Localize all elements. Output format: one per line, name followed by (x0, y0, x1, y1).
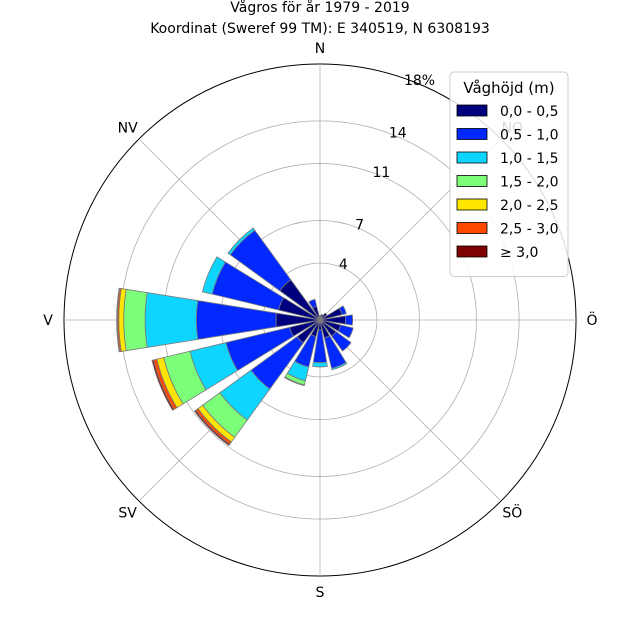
direction-label: SV (118, 505, 137, 521)
legend-label: ≥ 3,0 (500, 245, 538, 261)
polar-grid-spoke (319, 319, 502, 502)
rose-bar-segment (144, 292, 199, 348)
radial-tick-label: 7 (355, 217, 364, 233)
direction-label: SÖ (502, 503, 522, 521)
legend-swatch (456, 128, 488, 140)
radial-tick-label: 4 (339, 257, 348, 273)
rose-bar-segment (308, 298, 318, 309)
legend-label: 0,0 - 0,5 (500, 104, 558, 120)
rose-bar-segment (227, 227, 256, 256)
legend-label: 0,5 - 1,0 (500, 128, 558, 144)
direction-label: V (43, 313, 53, 329)
radial-tick-label: 14 (389, 125, 407, 141)
radial-tick-labels: 4 7 11 14 18% (339, 73, 435, 273)
rose-bar-segment (338, 305, 347, 316)
rose-bar-segment (201, 256, 226, 295)
legend-swatch (456, 245, 488, 258)
legend-swatch (456, 175, 488, 187)
direction-label: NV (118, 121, 138, 137)
legend-label: 2,0 - 2,5 (500, 198, 558, 214)
chart-subtitle: Koordinat (Sweref 99 TM): E 340519, N 63… (150, 21, 490, 37)
rose-bar-segment (116, 287, 121, 353)
rose-bar-segment (331, 331, 352, 352)
rose-bar-segment (312, 361, 328, 368)
rose-bar-segment (151, 359, 175, 411)
rose-bars (116, 227, 354, 446)
rose-bar-segment (337, 324, 354, 339)
legend-label: 1,5 - 2,0 (500, 175, 558, 191)
legend-title: Våghöjd (m) (463, 79, 554, 97)
legend-swatch (456, 151, 488, 164)
rose-bar-segment (284, 376, 305, 387)
legend-swatch (456, 222, 488, 234)
rose-bar-segment (123, 288, 148, 352)
direction-label: S (316, 585, 325, 601)
radial-tick-label: 18% (404, 73, 435, 89)
rose-bar-segment (344, 314, 354, 326)
direction-label: N (315, 41, 325, 57)
legend-swatch (456, 198, 488, 211)
legend-label: 1,0 - 1,5 (500, 151, 558, 167)
legend: Våghöjd (m) 0,0 - 0,5 0,5 - 1,0 1,0 - 1,5 1,… (449, 71, 569, 277)
direction-label: Ö (586, 311, 597, 329)
radial-tick-label: 11 (372, 165, 390, 181)
legend-label: 2,5 - 3,0 (500, 222, 558, 238)
rose-bar-segment (194, 409, 231, 446)
chart-title: Vågros för år 1979 - 2019 (230, 0, 409, 16)
rose-bar-segment (331, 361, 348, 371)
rose-bar-segment (319, 312, 328, 321)
legend-swatch (456, 104, 488, 117)
